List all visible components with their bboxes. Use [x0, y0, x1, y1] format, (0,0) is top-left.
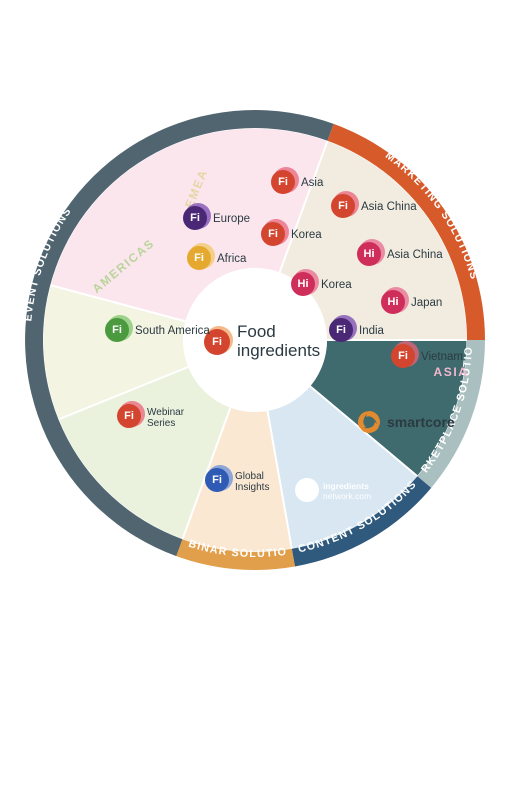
node-europe-label: Europe — [213, 213, 250, 225]
in-badge-text: iN — [302, 484, 313, 496]
svg-text:Fi: Fi — [212, 474, 222, 486]
in-label-1: ingredients — [323, 481, 369, 491]
node-webinar-series-label: Webinar — [147, 407, 185, 418]
region-label-asia: ASIA — [433, 365, 468, 379]
svg-text:Fi: Fi — [338, 200, 348, 212]
in-label-2: network.com — [323, 491, 371, 501]
node-africa-label: Africa — [217, 253, 247, 265]
node-asia1-label: Asia — [301, 177, 324, 189]
svg-text:Fi: Fi — [124, 410, 134, 422]
center-badge-text: Fi — [212, 336, 222, 348]
node-south-america-label: South America — [135, 325, 210, 337]
node-korea2-label: Korea — [321, 279, 352, 291]
svg-text:Fi: Fi — [278, 176, 288, 188]
svg-text:Hi: Hi — [298, 278, 309, 290]
svg-text:Hi: Hi — [388, 296, 399, 308]
node-vietnam-label: Vietnam — [421, 351, 463, 363]
svg-text:Fi: Fi — [190, 212, 200, 224]
svg-text:Fi: Fi — [268, 228, 278, 240]
node-global-insights-label2: Insights — [235, 482, 269, 493]
center-title-2: ingredients — [237, 341, 320, 360]
svg-text:Fi: Fi — [194, 252, 204, 264]
node-india-label: India — [359, 325, 385, 337]
node-webinar-series-label2: Series — [147, 418, 175, 429]
svg-text:Hi: Hi — [364, 248, 375, 260]
wheel-diagram: EVENT SOLUTIONSMARKETING SOLUTIONSMARKET… — [25, 110, 485, 570]
node-asia-china2-label: Asia China — [387, 249, 443, 261]
node-asia-china1-label: Asia China — [361, 201, 417, 213]
svg-text:Fi: Fi — [398, 350, 408, 362]
center-title-1: Food — [237, 322, 276, 341]
node-korea1-label: Korea — [291, 229, 322, 241]
svg-text:Fi: Fi — [336, 324, 346, 336]
svg-text:Fi: Fi — [112, 324, 122, 336]
smartcore-label: smartcore — [387, 414, 455, 430]
node-japan-label: Japan — [411, 297, 442, 309]
node-global-insights-label: Global — [235, 471, 264, 482]
